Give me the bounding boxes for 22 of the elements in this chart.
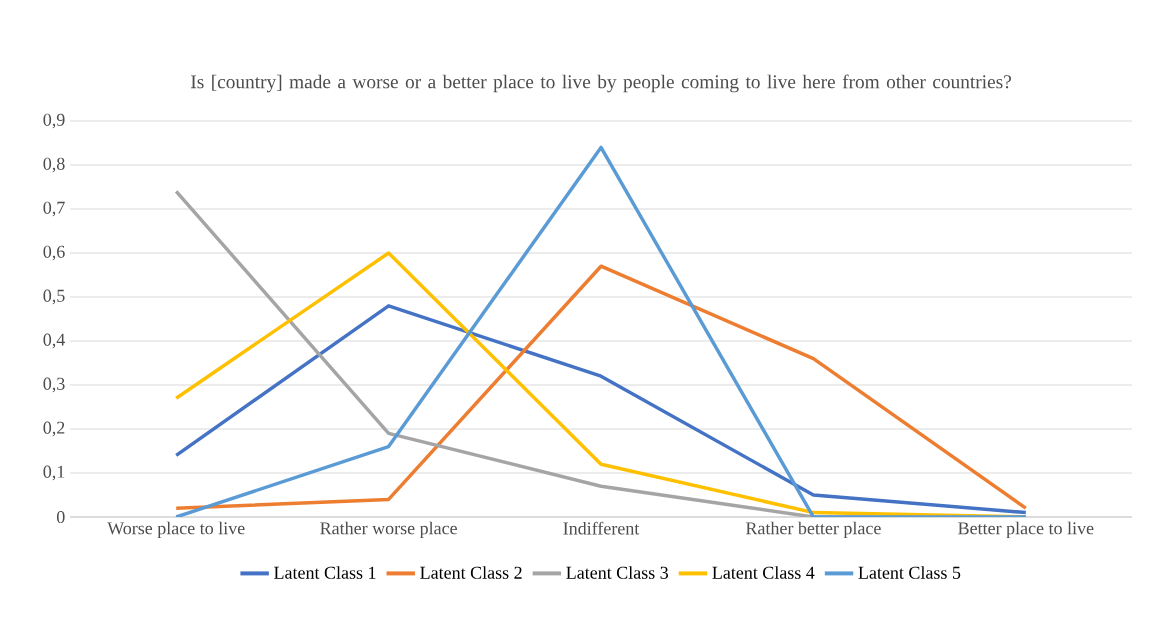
y-tick-label: 0 [56, 510, 65, 524]
y-tick-label: 0,5 [43, 289, 65, 305]
y-tick-label: 0,7 [43, 201, 65, 217]
legend-label: Latent Class 5 [858, 566, 961, 579]
x-tick-label: Better place to live [958, 521, 1094, 539]
y-tick-label: 0,8 [43, 157, 65, 173]
legend-label: Latent Class 1 [274, 566, 376, 579]
chart-title: Is [country] made a worse or a better place to live by people coming to live here from other countries? [191, 74, 1011, 93]
legend-label: Latent Class 4 [712, 566, 815, 579]
y-tick-label: 0,6 [43, 245, 65, 261]
y-tick-label: 0,2 [43, 421, 65, 437]
y-tick-label: 0,9 [43, 113, 65, 129]
y-tick-label: 0,1 [43, 465, 65, 481]
line-series [174, 304, 1028, 515]
x-tick-label: Worse place to live [107, 521, 245, 539]
y-tick-label: 0,4 [43, 333, 66, 349]
x-tick-label: Indifferent [563, 521, 640, 535]
x-tick-label: Rather worse place [320, 521, 457, 539]
y-tick-label: 0,3 [43, 377, 65, 393]
legend-label: Latent Class 2 [420, 566, 522, 579]
x-tick-label: Rather better place [745, 521, 881, 539]
legend-label: Latent Class 3 [566, 566, 669, 579]
